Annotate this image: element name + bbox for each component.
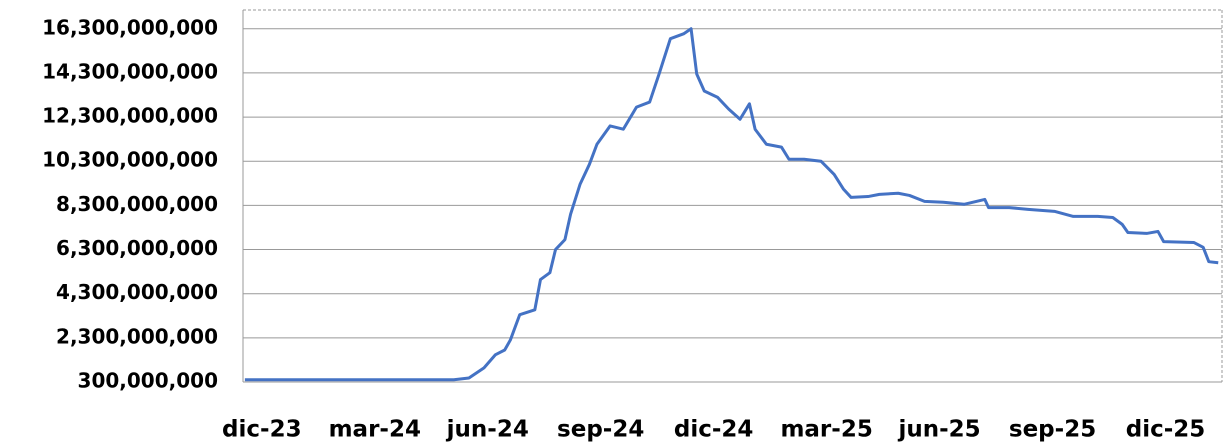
y-tick-label: 10,300,000,000 <box>42 148 218 172</box>
y-tick-label: 6,300,000,000 <box>56 236 218 260</box>
y-tick-label: 12,300,000,000 <box>42 104 218 128</box>
line-series <box>244 27 1219 382</box>
x-tick-label: jun-25 <box>898 417 981 443</box>
y-tick-label: 16,300,000,000 <box>42 15 218 39</box>
x-tick-label: dic-23 <box>222 417 302 443</box>
y-tick-label: 300,000,000 <box>78 369 218 393</box>
x-tick-label: dic-24 <box>674 417 754 443</box>
x-tick-label: sep-25 <box>1009 417 1096 443</box>
x-tick-label: mar-25 <box>780 417 872 443</box>
y-tick-label: 14,300,000,000 <box>42 59 218 83</box>
x-tick-label: mar-24 <box>329 417 421 443</box>
y-tick-label: 8,300,000,000 <box>56 192 218 216</box>
y-tick-label: 4,300,000,000 <box>56 280 218 304</box>
x-tick-label: dic-25 <box>1126 417 1206 443</box>
x-tick-label: jun-24 <box>446 417 529 443</box>
x-tick-label: sep-24 <box>557 417 644 443</box>
y-tick-label: 2,300,000,000 <box>56 324 218 348</box>
